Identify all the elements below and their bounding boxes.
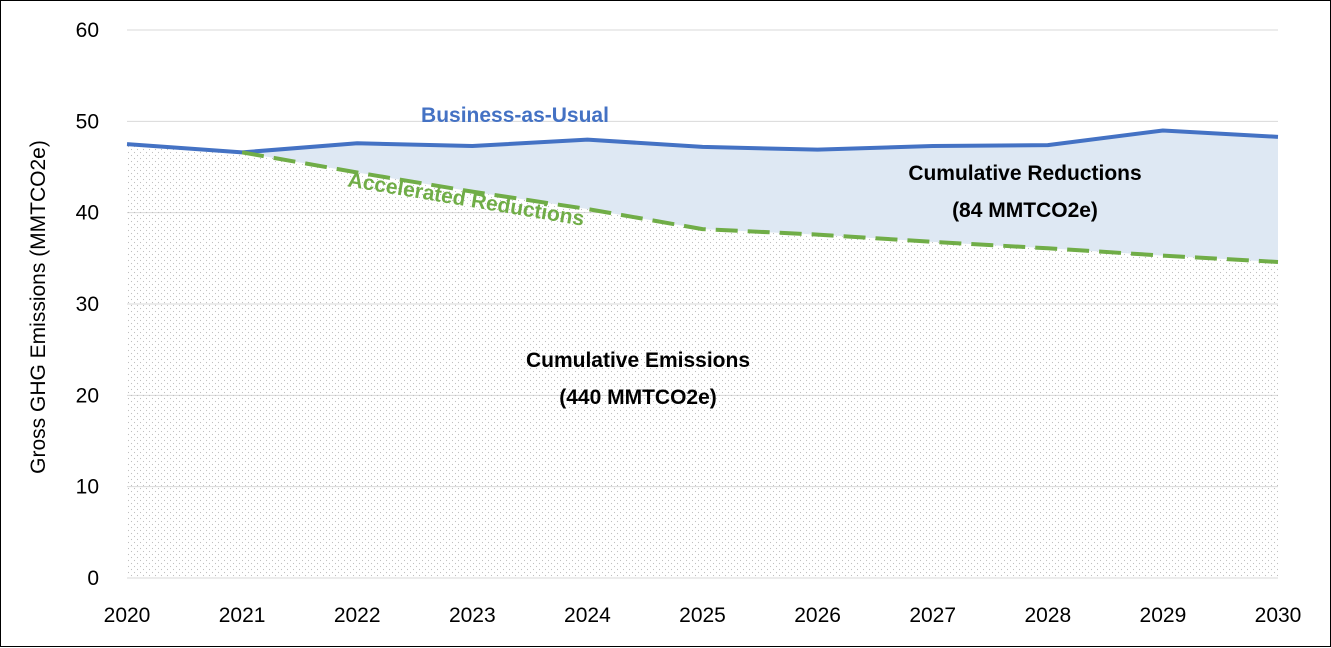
x-tick-label: 2020 bbox=[104, 604, 151, 627]
x-tick-label: 2024 bbox=[564, 604, 611, 627]
y-axis-ticks: 0 10 20 30 40 50 60 bbox=[76, 19, 99, 590]
x-tick-label: 2027 bbox=[909, 604, 956, 627]
cumulative-reductions-label: Cumulative Reductions bbox=[908, 162, 1141, 185]
line-layer bbox=[126, 128, 1279, 264]
y-tick-label: 60 bbox=[76, 19, 99, 42]
y-tick-label: 20 bbox=[76, 384, 99, 407]
cumulative-reductions-area bbox=[242, 130, 1279, 262]
x-tick-label: 2025 bbox=[679, 604, 726, 627]
cumulative-emissions-label: Cumulative Emissions bbox=[526, 349, 750, 372]
x-tick-label: 2022 bbox=[334, 604, 381, 627]
x-tick-label: 2029 bbox=[1140, 604, 1187, 627]
series-line-accelerated-reductions bbox=[241, 150, 1279, 264]
cumulative-emissions-area bbox=[127, 144, 1278, 578]
x-tick-label: 2030 bbox=[1255, 604, 1302, 627]
x-tick-label: 2021 bbox=[219, 604, 266, 627]
x-tick-label: 2028 bbox=[1024, 604, 1071, 627]
y-tick-label: 30 bbox=[76, 293, 99, 316]
y-axis-title: Gross GHG Emissions (MMTCO2e) bbox=[27, 140, 50, 474]
y-tick-label: 40 bbox=[76, 202, 99, 225]
series-line-business-as-usual bbox=[126, 128, 1279, 155]
series-label-business-as-usual: Business-as-Usual bbox=[421, 104, 609, 127]
y-tick-label: 50 bbox=[76, 110, 99, 133]
cumulative-emissions-value: (440 MMTCO2e) bbox=[559, 386, 717, 409]
cumulative-reductions-value: (84 MMTCO2e) bbox=[952, 199, 1098, 222]
x-tick-label: 2023 bbox=[449, 604, 496, 627]
area-layer bbox=[127, 130, 1279, 578]
x-axis-ticks: 2020 2021 2022 2023 2024 2025 2026 2027 2028 2029… bbox=[104, 604, 1302, 627]
x-tick-label: 2026 bbox=[794, 604, 841, 627]
y-tick-label: 10 bbox=[76, 476, 99, 499]
y-tick-label: 0 bbox=[87, 567, 99, 590]
